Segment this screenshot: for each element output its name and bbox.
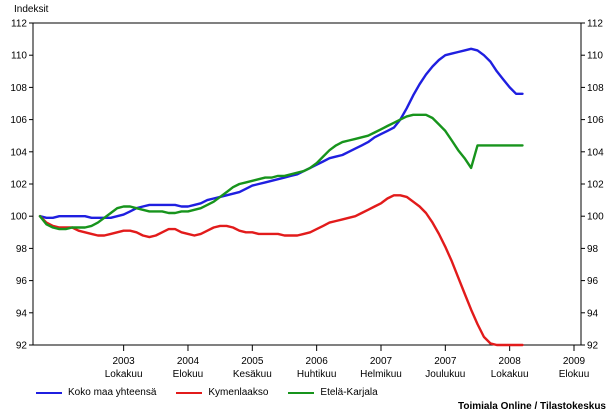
legend-item-kymenlaakso: Kymenlaakso bbox=[176, 387, 268, 398]
y-tick-label-right: 106 bbox=[587, 115, 604, 126]
x-tick-label-month: Kesäkuu bbox=[233, 369, 272, 380]
y-tick-label-left: 106 bbox=[10, 115, 27, 126]
legend-label-kymenlaakso: Kymenlaakso bbox=[208, 387, 269, 398]
y-tick-label-left: 94 bbox=[16, 308, 28, 319]
x-tick-label-year: 2003 bbox=[113, 356, 136, 367]
x-tick-label-month: Lokakuu bbox=[491, 369, 529, 380]
y-tick-label-left: 100 bbox=[10, 212, 27, 223]
y-tick-label-right: 108 bbox=[587, 83, 604, 94]
y-tick-label-right: 102 bbox=[587, 180, 604, 191]
plot-area-border bbox=[32, 22, 582, 346]
x-ticks: 2003 Lokakuu 2004 Elokuu 2005 Kesäkuu 2006 Huht… bbox=[105, 345, 590, 380]
x-tick-label-month: Elokuu bbox=[173, 369, 204, 380]
y-tick-label-right: 112 bbox=[587, 19, 603, 30]
x-tick-label-year: 2008 bbox=[499, 356, 522, 367]
source-credit: Toimiala Online / Tilastokeskus bbox=[457, 401, 606, 412]
x-tick-label-year: 2007 bbox=[434, 356, 457, 367]
x-tick-label-month: Huhtikuu bbox=[297, 369, 336, 380]
y-tick-label-left: 110 bbox=[11, 51, 27, 62]
y-tick-label-right: 104 bbox=[587, 147, 604, 158]
x-tick-label-year: 2006 bbox=[306, 356, 329, 367]
y-axis-label: Indeksit bbox=[14, 4, 49, 15]
y-ticks-left: 92 94 96 98 100 102 104 106 108 110 112 bbox=[10, 19, 33, 352]
y-tick-label-left: 112 bbox=[11, 19, 27, 30]
series-line-2 bbox=[38, 113, 524, 231]
x-tick-label-year: 2004 bbox=[177, 356, 200, 367]
y-tick-label-right: 92 bbox=[587, 341, 599, 352]
legend-swatch-koko-maa bbox=[36, 391, 62, 394]
x-tick-label-month: Lokakuu bbox=[105, 369, 143, 380]
x-tick-label-month: Helmikuu bbox=[360, 369, 402, 380]
legend-swatch-kymenlaakso bbox=[176, 391, 203, 394]
y-ticks-right: 92 94 96 98 100 102 104 106 108 110 112 bbox=[581, 19, 604, 352]
x-tick-label-year: 2009 bbox=[563, 356, 586, 367]
y-tick-label-left: 92 bbox=[16, 341, 28, 352]
legend-label-koko-maa: Koko maa yhteensä bbox=[68, 387, 157, 398]
y-tick-label-right: 94 bbox=[587, 308, 599, 319]
x-tick-label-year: 2007 bbox=[370, 356, 393, 367]
y-tick-label-left: 98 bbox=[16, 244, 28, 255]
x-tick-label-month: Joulukuu bbox=[425, 369, 465, 380]
y-tick-label-right: 98 bbox=[587, 244, 599, 255]
series-lines bbox=[38, 47, 524, 347]
y-tick-label-left: 96 bbox=[16, 276, 28, 287]
y-tick-label-left: 102 bbox=[10, 180, 27, 191]
legend-label-etela-karjala: Etelä-Karjala bbox=[320, 387, 378, 398]
y-tick-label-right: 96 bbox=[587, 276, 599, 287]
legend-item-koko-maa: Koko maa yhteensä bbox=[36, 387, 156, 398]
x-tick-label-year: 2005 bbox=[241, 356, 264, 367]
x-tick-label-month: Elokuu bbox=[559, 369, 590, 380]
y-tick-label-right: 100 bbox=[587, 212, 604, 223]
series-line-0 bbox=[38, 47, 524, 220]
y-tick-label-right: 110 bbox=[587, 51, 603, 62]
y-tick-label-left: 108 bbox=[10, 83, 27, 94]
y-tick-label-left: 104 bbox=[10, 147, 27, 158]
legend: Koko maa yhteensä Kymenlaakso Etelä-Karj… bbox=[36, 387, 378, 398]
legend-item-etela-karjala: Etelä-Karjala bbox=[288, 387, 378, 398]
legend-swatch-etela-karjala bbox=[288, 391, 315, 394]
series-line-1 bbox=[38, 194, 524, 347]
